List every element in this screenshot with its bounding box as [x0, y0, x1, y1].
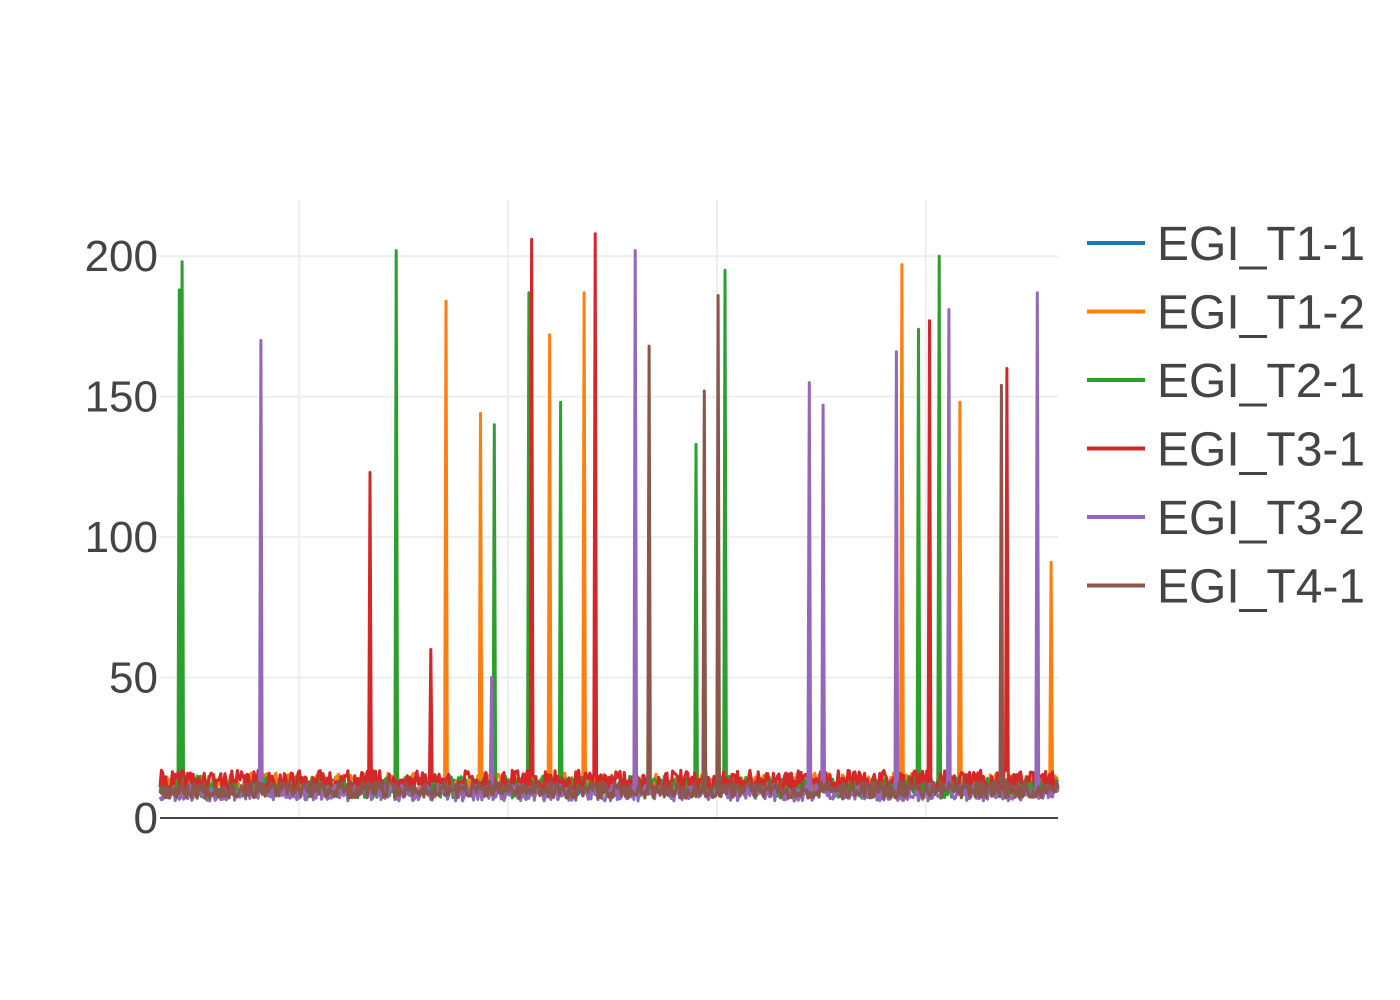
y-tick-label: 200 [85, 232, 158, 281]
legend-item-EGI_T3-1[interactable]: EGI_T3-1 [1087, 424, 1365, 477]
legend-label: EGI_T1-1 [1157, 218, 1365, 271]
series-line-EGI_T3-1 [158, 232, 1060, 795]
series-line-EGI_T2-1 [158, 249, 1060, 800]
series-line-EGI_T3-2 [158, 249, 1060, 803]
legend-item-EGI_T3-2[interactable]: EGI_T3-2 [1087, 492, 1365, 545]
grid-lines [160, 200, 1058, 818]
y-tick-label: 50 [109, 654, 158, 703]
legend-label: EGI_T1-2 [1157, 287, 1365, 340]
series-line-EGI_T1-2 [158, 263, 1060, 797]
legend-item-EGI_T1-2[interactable]: EGI_T1-2 [1087, 287, 1365, 340]
legend-label: EGI_T2-1 [1157, 355, 1365, 408]
legend-item-EGI_T2-1[interactable]: EGI_T2-1 [1087, 355, 1365, 408]
series-lines [158, 232, 1060, 803]
legend-label: EGI_T3-1 [1157, 424, 1365, 477]
legend-label: EGI_T3-2 [1157, 492, 1365, 545]
y-tick-label: 100 [85, 513, 158, 562]
legend-item-EGI_T1-1[interactable]: EGI_T1-1 [1087, 218, 1365, 271]
legend: EGI_T1-1 EGI_T1-2 EGI_T2-1 EGI_T3-1 EGI_T3-2… [1087, 218, 1365, 614]
y-tick-label: 0 [134, 794, 158, 843]
y-tick-label: 150 [85, 373, 158, 422]
series-line-EGI_T4-1 [158, 294, 1060, 800]
legend-label: EGI_T4-1 [1157, 561, 1365, 614]
legend-item-EGI_T4-1[interactable]: EGI_T4-1 [1087, 561, 1365, 614]
y-axis-ticks: 0 50 100 150 200 [85, 232, 158, 843]
